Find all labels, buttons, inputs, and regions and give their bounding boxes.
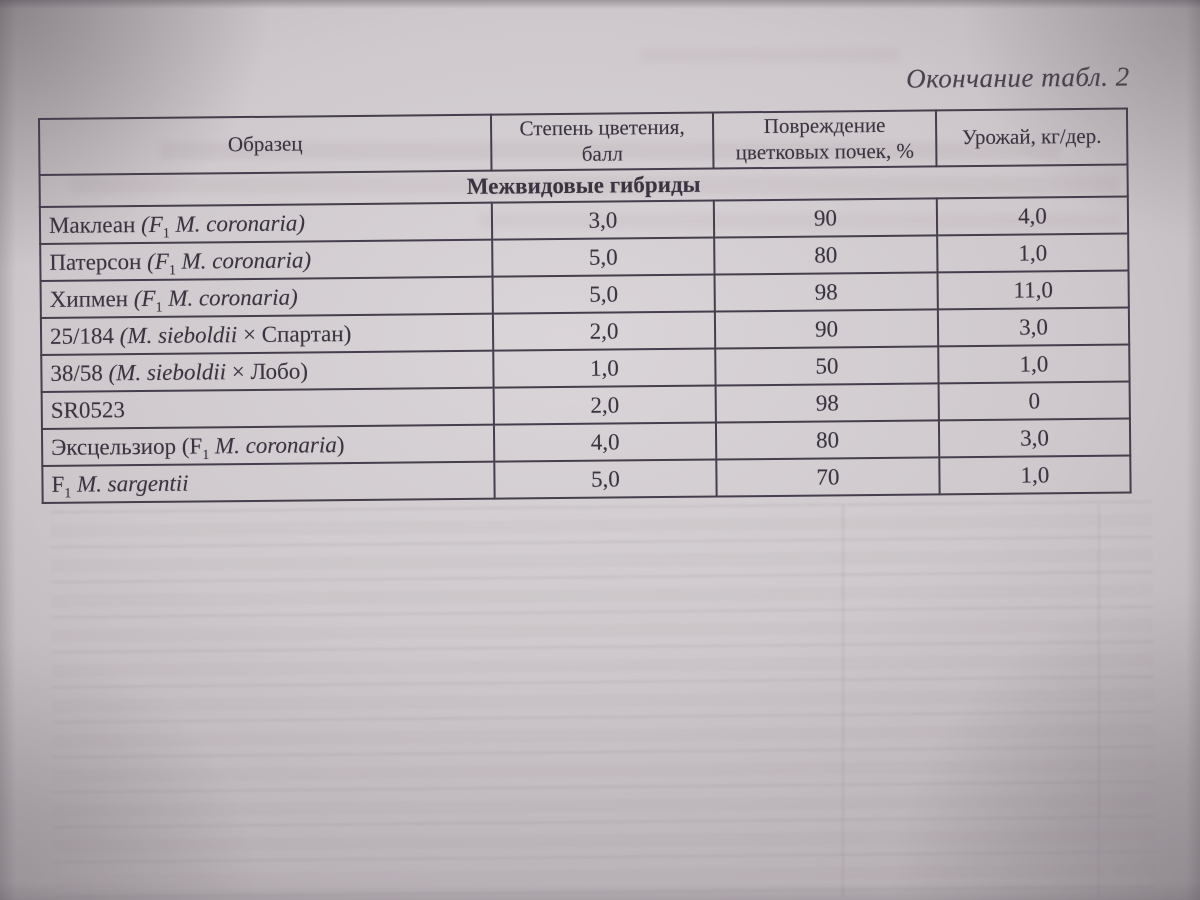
bloom-degree-cell: 2,0 <box>493 385 716 425</box>
name-text-segment: M. coronaria) <box>169 209 306 237</box>
name-text-segment: (F <box>140 211 163 237</box>
name-text-segment: 38/58 <box>50 359 109 386</box>
bud-damage-cell: 90 <box>714 309 939 349</box>
name-text-segment: M. sargentii <box>71 470 189 497</box>
bud-damage-cell: 90 <box>713 198 938 238</box>
sample-name-cell: SR0523 <box>41 387 494 429</box>
col-header-bud-damage: Повреждение цветковых почек, % <box>712 110 937 169</box>
name-text-segment: × Спартан) <box>237 320 352 347</box>
yield-cell: 3,0 <box>937 307 1130 347</box>
yield-cell: 4,0 <box>936 196 1129 236</box>
bud-damage-cell: 98 <box>714 272 938 312</box>
bloom-degree-cell: 5,0 <box>494 459 717 499</box>
bud-damage-cell: 98 <box>715 383 939 423</box>
yield-cell: 11,0 <box>937 270 1129 310</box>
name-text-segment: × Лобо) <box>225 357 309 384</box>
name-text-segment: Маклеан <box>48 211 142 238</box>
bud-damage-cell: 70 <box>716 457 940 497</box>
name-text-segment: M. coronaria) <box>162 284 298 311</box>
name-text-segment: 25/184 <box>49 322 120 349</box>
sample-name-cell: Патерсон (F1 M. coronaria) <box>40 239 493 282</box>
bloom-degree-cell: 1,0 <box>493 348 716 388</box>
col-header-yield: Урожай, кг/дер. <box>935 108 1128 167</box>
sample-name-cell: Хипмен (F1 M. coronaria) <box>40 276 493 319</box>
bloom-degree-cell: 4,0 <box>493 422 717 462</box>
sample-name-cell: 38/58 (M. sieboldii × Лобо) <box>41 350 494 392</box>
sample-name-cell: Эксцельзиор (F1 M. coronaria) <box>41 424 495 466</box>
sample-name-cell: F1 M. sargentii <box>42 461 495 503</box>
sample-name-cell: Маклеан (F1 M. coronaria) <box>39 202 493 245</box>
name-text-segment: F <box>51 471 65 497</box>
name-text-segment: Эксцельзиор (F <box>51 432 203 460</box>
bloom-degree-cell: 3,0 <box>491 200 715 240</box>
name-text-segment: (M. sieboldii <box>108 358 227 385</box>
bloom-degree-cell: 5,0 <box>492 274 715 314</box>
yield-cell: 1,0 <box>937 233 1129 273</box>
name-text-segment: M. coronaria <box>209 431 337 458</box>
name-text-segment: Патерсон <box>49 248 148 275</box>
yield-cell: 1,0 <box>938 344 1130 384</box>
bud-damage-cell: 80 <box>714 235 938 275</box>
bud-damage-cell: 80 <box>715 420 940 460</box>
yield-cell: 0 <box>938 381 1130 421</box>
name-text-segment: M. coronaria) <box>175 246 312 274</box>
yield-cell: 1,0 <box>939 455 1131 495</box>
col-header-bloom-degree: Степень цветения, балл <box>490 112 714 171</box>
header-row: Образец Степень цветения, балл Поврежден… <box>38 108 1128 176</box>
name-text-segment: Хипмен <box>49 285 134 312</box>
bloom-degree-cell: 2,0 <box>492 311 716 351</box>
name-text-segment: (F <box>146 248 169 274</box>
yield-cell: 3,0 <box>938 418 1131 458</box>
table-body: Межвидовые гибриды Маклеан (F1 M. corona… <box>39 164 1131 503</box>
name-text-segment: ) <box>336 431 345 457</box>
table-continuation-caption: Окончание табл. 2 <box>905 61 1130 94</box>
name-text-segment: (M. sieboldii <box>119 321 238 348</box>
col-header-sample: Образец <box>38 114 492 176</box>
sample-name-cell: 25/184 (M. sieboldii × Спартан) <box>40 313 494 355</box>
bloom-degree-cell: 5,0 <box>492 237 715 277</box>
name-text-segment: (F <box>133 285 156 311</box>
hybrids-data-table: Образец Степень цветения, балл Поврежден… <box>38 108 1132 504</box>
bud-damage-cell: 50 <box>715 346 939 386</box>
name-text-segment: SR0523 <box>50 396 126 423</box>
